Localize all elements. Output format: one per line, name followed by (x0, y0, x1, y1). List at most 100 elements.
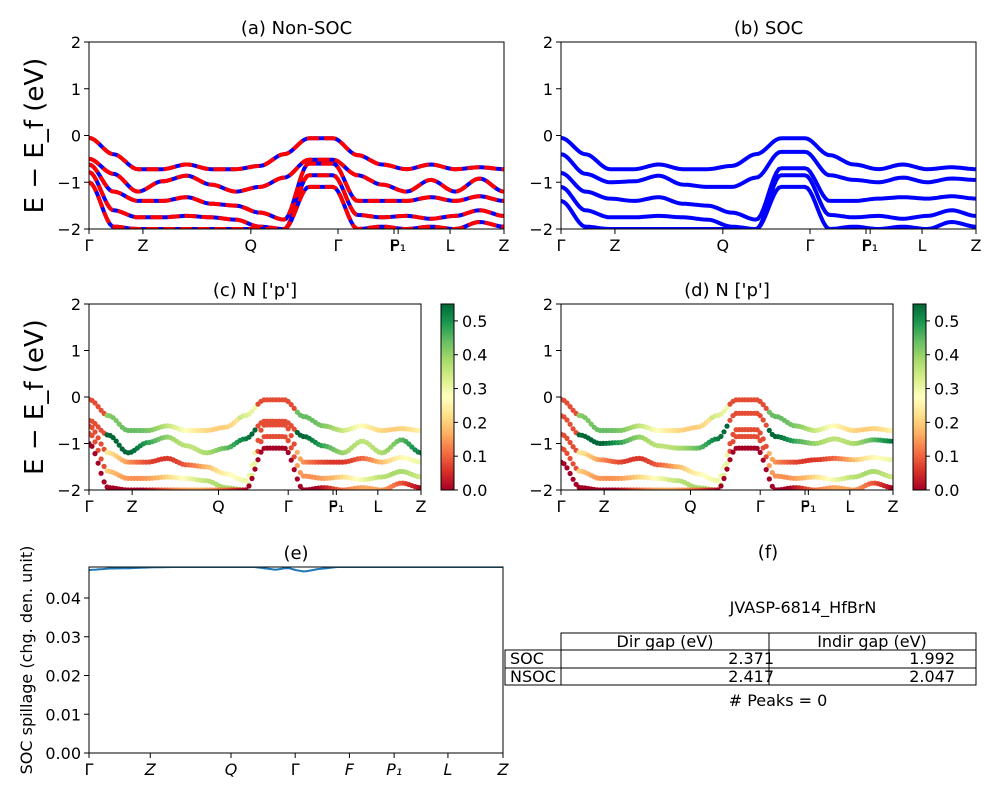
band-point (564, 465, 570, 471)
table-header: Dir gap (eV) (617, 632, 714, 651)
band-line (561, 184, 976, 229)
band-point (285, 438, 291, 444)
band-line (561, 135, 976, 172)
band-line (561, 173, 976, 229)
colorbar-tick-label: 0.2 (462, 413, 487, 432)
y-tick-label: −1 (57, 173, 81, 192)
band-line-dashed (89, 170, 504, 229)
band-point (724, 423, 730, 429)
band-point (258, 427, 264, 433)
x-tick-label: Z (599, 497, 610, 516)
band-point (291, 441, 297, 447)
x-tick-label: P₁ (862, 236, 878, 255)
x-tick-label: F (328, 497, 337, 516)
band-line (561, 149, 976, 189)
band-point (252, 460, 258, 466)
table-footer: # Peaks = 0 (729, 691, 828, 710)
band-point (98, 441, 104, 447)
band-point (567, 470, 573, 477)
y-tick-label: 0.03 (45, 628, 81, 647)
band-point (418, 485, 421, 490)
x-tick-label: L (918, 236, 927, 255)
y-axis-label: E − E_f (eV) (20, 58, 50, 214)
band-point (564, 435, 570, 441)
band-point (418, 474, 421, 480)
band-point (291, 467, 297, 473)
colorbar-tick-label: 0.4 (934, 346, 959, 365)
band-point (763, 405, 769, 411)
band-point (92, 400, 98, 406)
band-point (418, 427, 421, 434)
y-tick-label: 0.01 (45, 705, 81, 724)
y-tick-label: 1 (543, 80, 553, 99)
band-point (294, 476, 300, 482)
spillage-line (89, 567, 503, 573)
band-point (760, 417, 766, 423)
band-point (567, 455, 573, 462)
y-axis-label: E − E_f (eV) (20, 319, 50, 475)
band-point (95, 447, 101, 453)
band-point (585, 418, 591, 424)
x-tick-label: Z (497, 760, 510, 779)
band-point (288, 433, 294, 439)
y-tick-label: 0 (71, 127, 81, 146)
band-point (288, 457, 294, 463)
axes-frame (88, 566, 504, 754)
colorbar-tick-label: 0.1 (462, 447, 487, 466)
band-point (766, 476, 772, 482)
x-tick-label: Γ (806, 236, 815, 255)
band-point (98, 456, 104, 462)
plot-area-a (89, 135, 504, 229)
band-point (763, 422, 769, 428)
band-point (890, 485, 893, 490)
x-tick-label: L (373, 497, 382, 516)
band-point (285, 426, 291, 432)
x-tick-label: P₁ (386, 760, 402, 779)
band-point (760, 402, 766, 408)
band-point (291, 426, 297, 432)
band-point (766, 427, 772, 433)
x-tick-label: F (345, 760, 355, 779)
band-point (291, 405, 297, 411)
band-point (757, 449, 763, 456)
y-tick-label: −1 (529, 435, 553, 454)
band-line-dashed (89, 156, 504, 194)
band-point (95, 460, 101, 466)
band-point (113, 418, 119, 424)
y-tick-label: 2 (71, 295, 81, 314)
band-point (561, 461, 567, 467)
band-point (890, 438, 893, 444)
band-point (92, 421, 98, 427)
table-cell: 2.371 (728, 649, 774, 668)
band-point (757, 438, 763, 444)
chart-title: (b) SOC (734, 18, 803, 39)
band-point (721, 475, 727, 482)
band-point (754, 434, 760, 440)
band-point (763, 454, 769, 460)
band-point (297, 483, 303, 489)
x-tick-label: L (443, 760, 452, 779)
band-point (92, 429, 98, 435)
x-tick-label: Q (212, 497, 225, 516)
colorbar-tick-label: 0.4 (462, 346, 487, 365)
x-tick-label: F (389, 236, 398, 255)
x-tick-label: Q (684, 497, 697, 516)
band-point (288, 402, 294, 408)
y-tick-label: −2 (529, 220, 553, 239)
y-tick-label: 2 (543, 295, 553, 314)
colorbar-tick-label: 0.2 (934, 413, 959, 432)
colorbar: 0.0 0.1 0.2 0.3 0.4 0.5 (440, 303, 487, 500)
band-point (890, 427, 893, 434)
band-point (291, 454, 297, 460)
band-point (95, 404, 101, 410)
table-cell: 1.992 (909, 649, 955, 668)
band-point (95, 435, 101, 441)
x-tick-label: Γ (85, 497, 94, 516)
band-point (243, 487, 249, 490)
band-point (766, 463, 772, 469)
band-point (297, 470, 303, 476)
band-point (418, 450, 421, 456)
table-cell: 2.047 (909, 667, 955, 686)
panel-d: (d) N ['p']210−1−2Γ Z Q Γ FP₁ L Z0.00.10.20.30… (529, 280, 959, 516)
